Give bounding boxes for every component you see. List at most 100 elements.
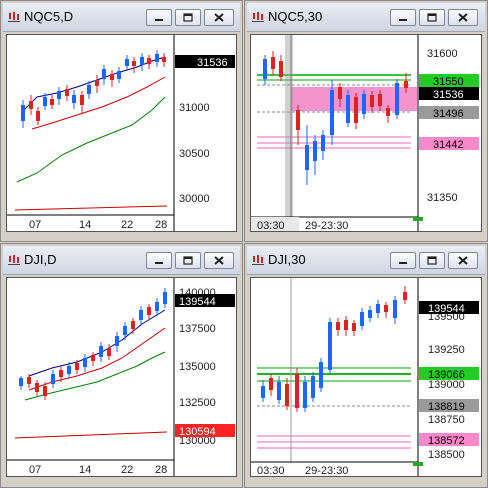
ma-long-line [14, 431, 168, 439]
chart-area[interactable]: 140000 137500 135000 132500 130000 13954… [6, 277, 237, 477]
y-tick: 130000 [179, 435, 216, 447]
ma-fast-line [28, 309, 166, 377]
y-tick: 30000 [179, 193, 210, 205]
price-label-level-gray [419, 399, 479, 412]
x-tick: 22 [121, 464, 133, 476]
price-label-text: 31550 [433, 76, 464, 88]
price-label-current [175, 55, 235, 68]
minimize-button[interactable] [390, 252, 416, 269]
x-tick: 14 [79, 219, 91, 231]
y-tick: 139000 [428, 379, 465, 391]
maximize-button[interactable] [175, 9, 201, 26]
close-icon [214, 13, 224, 22]
chart-window-nqc5-30[interactable]: NQC5,30 [244, 0, 488, 242]
chart-app-icon [8, 12, 20, 22]
minimize-icon [155, 262, 163, 264]
price-label-text: 138819 [428, 401, 465, 413]
y-tick: 137500 [179, 323, 216, 335]
y-tick: 31000 [179, 102, 210, 114]
maximize-button[interactable] [175, 252, 201, 269]
x-tick: 28 [155, 464, 167, 476]
price-label-level-green [419, 74, 479, 87]
minimize-button[interactable] [146, 252, 172, 269]
price-label-text: 139544 [428, 303, 465, 315]
chart-area[interactable]: 31600 31350 31550 31536 31496 31442 03:3… [250, 34, 482, 232]
y-tick: 132500 [179, 397, 216, 409]
maximize-button[interactable] [419, 252, 445, 269]
x-tick: 07 [29, 464, 41, 476]
price-label-level-pink [419, 433, 479, 446]
intraday-chart-nqc5: 31600 31350 31550 31536 31496 31442 03:3… [251, 35, 479, 231]
price-label-text: 138572 [428, 435, 465, 447]
price-label-text: 31496 [433, 108, 464, 120]
minimize-button[interactable] [146, 9, 172, 26]
close-button[interactable] [204, 252, 234, 269]
price-label-current [419, 301, 479, 314]
chart-area[interactable]: 139500 139250 139000 138750 138500 13954… [250, 277, 482, 477]
x-tick: 29-23:30 [305, 220, 348, 231]
chart-app-icon [252, 255, 264, 265]
candles [19, 288, 167, 400]
chart-app-icon [8, 255, 20, 265]
title-bar[interactable]: DJI,D [3, 246, 240, 275]
title-bar[interactable]: NQC5,30 [247, 3, 485, 32]
maximize-button[interactable] [419, 9, 445, 26]
daily-chart-nqc5: 31000 30500 30000 31536 07 14 22 28 [7, 35, 235, 231]
ma-long-line [14, 205, 168, 211]
y-tick: 138500 [428, 449, 465, 461]
title-bar[interactable]: NQC5,D [3, 3, 240, 32]
x-tick: 29-23:30 [305, 465, 348, 476]
maximize-icon [183, 13, 193, 22]
chart-area[interactable]: 31000 30500 30000 31536 07 14 22 28 [6, 34, 237, 232]
maximize-icon [427, 256, 437, 265]
daily-chart-dji: 140000 137500 135000 132500 130000 13954… [7, 278, 235, 476]
window-title: NQC5,D [24, 9, 74, 24]
close-button[interactable] [448, 9, 478, 26]
minimize-icon [399, 19, 407, 21]
minimize-button[interactable] [390, 9, 416, 26]
window-title: NQC5,30 [268, 9, 323, 24]
price-label-text: 31442 [433, 139, 464, 151]
chart-window-nqc5-d[interactable]: NQC5,D [0, 0, 243, 242]
y-tick: 31350 [427, 192, 458, 204]
title-bar[interactable]: DJI,30 [247, 246, 485, 275]
ma-slow-line [16, 96, 166, 183]
y-tick: 138750 [428, 414, 465, 426]
close-icon [458, 256, 468, 265]
x-tick: 28 [155, 219, 167, 231]
x-tick: 07 [29, 219, 41, 231]
candles [263, 51, 408, 185]
chart-window-dji-d[interactable]: DJI,D [0, 243, 243, 488]
price-label-level-red [175, 424, 235, 437]
window-title: DJI,D [24, 252, 57, 267]
price-label-level-green [419, 367, 479, 380]
ma-mid-line [31, 76, 166, 130]
price-label-text: 130594 [179, 426, 216, 438]
price-label-text: 139066 [428, 369, 465, 381]
y-tick: 30500 [179, 148, 210, 160]
price-label-current [419, 87, 479, 100]
maximize-icon [427, 13, 437, 22]
price-label-text: 31536 [433, 89, 464, 101]
minimize-icon [155, 19, 163, 21]
window-title: DJI,30 [268, 252, 306, 267]
y-tick: 31600 [427, 48, 458, 60]
close-button[interactable] [204, 9, 234, 26]
minimize-icon [399, 262, 407, 264]
close-icon [458, 13, 468, 22]
x-tick: 03:30 [257, 465, 285, 476]
close-button[interactable] [448, 252, 478, 269]
ma-slow-line [24, 351, 166, 401]
y-tick: 139250 [428, 344, 465, 356]
x-tick: 14 [79, 464, 91, 476]
price-label-text: 31536 [197, 57, 228, 69]
close-icon [214, 256, 224, 265]
maximize-icon [183, 256, 193, 265]
chart-window-dji-30[interactable]: DJI,30 [244, 243, 488, 488]
y-tick: 135000 [179, 361, 216, 373]
intraday-chart-dji: 139500 139250 139000 138750 138500 13954… [251, 278, 479, 476]
ma-mid-line [28, 327, 166, 391]
x-tick: 03:30 [257, 220, 285, 231]
price-label-level-pink [419, 137, 479, 150]
candles [21, 50, 166, 128]
